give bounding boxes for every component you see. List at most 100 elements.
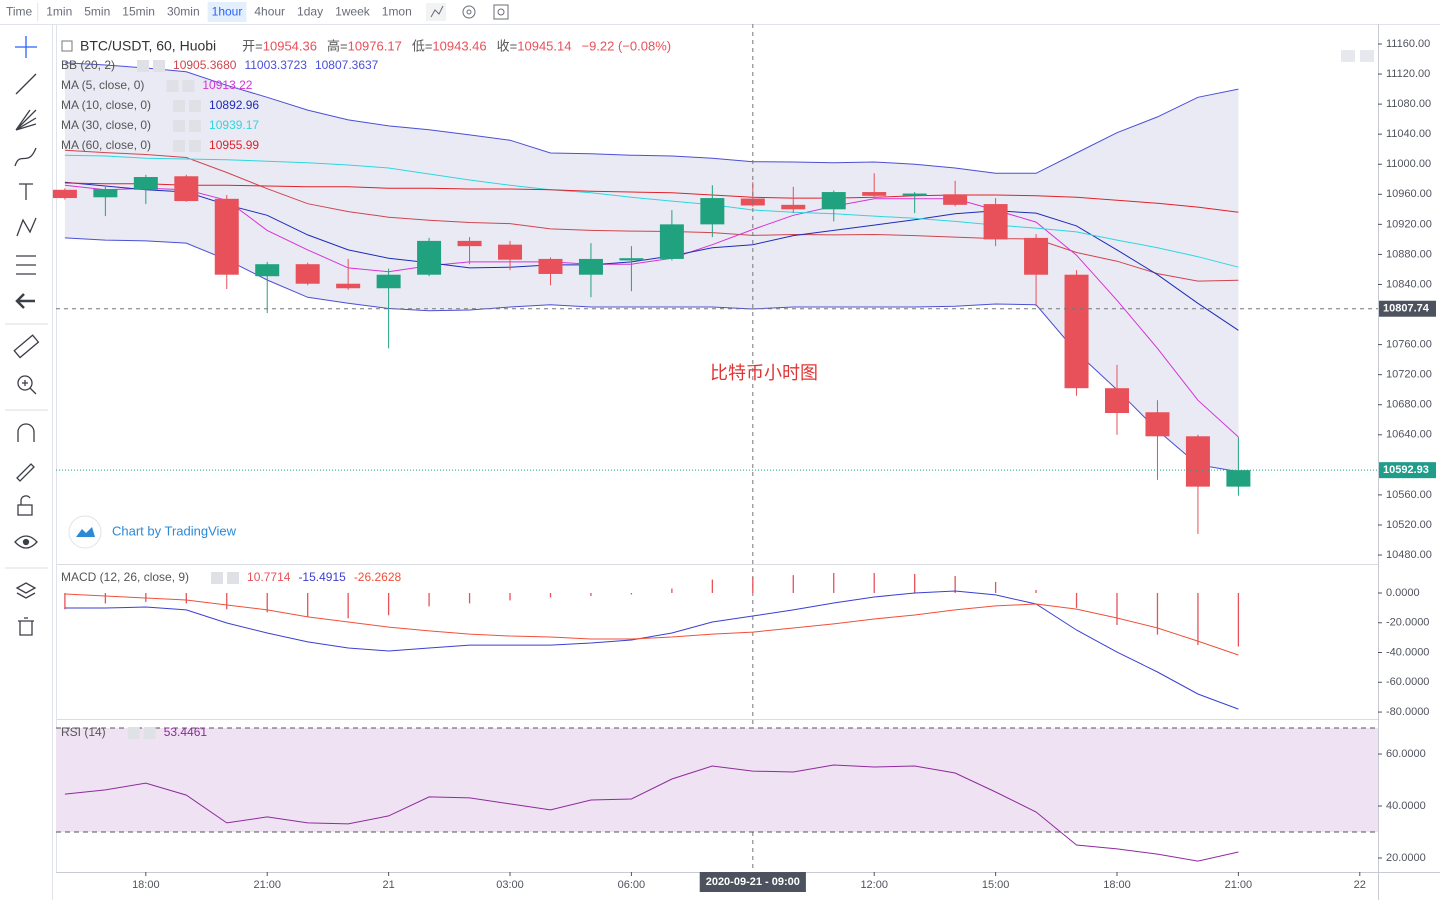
candle-body: [498, 244, 523, 260]
settings-icon[interactable]: [211, 572, 224, 584]
x-tick-label: 21:00: [1225, 879, 1253, 891]
eye-icon: [22, 538, 30, 546]
settings-icon[interactable]: [173, 120, 186, 132]
last-price: 10592.93: [1383, 464, 1429, 476]
screenshot-button[interactable]: [493, 4, 509, 20]
close-icon[interactable]: [153, 60, 166, 72]
crosshair-price: 10807.74: [1383, 303, 1430, 315]
settings-icon[interactable]: [173, 140, 186, 152]
annotation: 比特币小时图: [710, 363, 818, 383]
interval-button[interactable]: 1day: [297, 5, 323, 19]
candle-body: [619, 258, 644, 261]
fib-tool[interactable]: [15, 109, 37, 131]
ohlc-value: 10976.17: [348, 38, 402, 53]
y-tick-label: 11040.00: [1386, 128, 1431, 140]
crosshair-tool[interactable]: [15, 36, 37, 58]
indicator-value: 10807.3637: [315, 58, 379, 72]
x-tick-label: 21:00: [253, 879, 281, 891]
x-tick-label: 06:00: [618, 879, 646, 891]
candle-body: [578, 258, 603, 275]
indicator-value: -15.4915: [298, 570, 346, 584]
text-tool[interactable]: [19, 183, 33, 200]
candle-body: [417, 240, 442, 275]
interval-button[interactable]: 1week: [335, 5, 371, 19]
crosshair-time-bg: [699, 872, 806, 892]
interval-button[interactable]: 30min: [167, 5, 200, 19]
close-icon[interactable]: [143, 727, 156, 739]
candle-body: [659, 224, 684, 259]
prediction-tool[interactable]: [16, 255, 36, 275]
candle-body: [538, 258, 563, 274]
trend-line-tool[interactable]: [15, 73, 37, 95]
lock-icon: [20, 495, 31, 505]
y-tick-label: -20.0000: [1386, 617, 1429, 629]
settings-icon[interactable]: [173, 100, 186, 112]
ruler-tool[interactable]: [13, 334, 40, 359]
candle-body: [862, 192, 887, 196]
candle-body: [1145, 412, 1170, 437]
ohlc-value: 10943.46: [432, 38, 486, 53]
candle-body: [133, 177, 158, 190]
candle-body: [174, 176, 199, 202]
lock-tool[interactable]: [17, 504, 33, 516]
pane-button[interactable]: [1360, 50, 1374, 62]
chart-layer: 11160.00 11120.00 11080.00 11040.00 11000.00…: [52, 24, 1436, 892]
y-tick-label: 10840.00: [1386, 278, 1432, 290]
interval-button[interactable]: 1mon: [382, 5, 412, 19]
candle-body: [700, 198, 725, 225]
interval-button[interactable]: 1min: [46, 5, 72, 19]
indicator-value: -26.2628: [354, 570, 402, 584]
interval-button[interactable]: 1hour: [212, 5, 243, 19]
y-tick-label: 10640.00: [1386, 429, 1432, 441]
ohlc-value: 10954.36: [263, 38, 317, 53]
settings-icon[interactable]: [166, 80, 179, 92]
candle-body: [52, 189, 77, 199]
zoom-tool[interactable]: [17, 375, 33, 391]
ohlc-label: 收=: [497, 38, 518, 53]
back-tool[interactable]: [15, 293, 35, 309]
ohlc-label: 开=: [242, 38, 263, 53]
toolbar-icons[interactable]: [426, 3, 509, 21]
interval-bg: [207, 2, 247, 22]
y-tick-label: 10760.00: [1386, 339, 1432, 351]
y-tick-label: 10680.00: [1386, 399, 1432, 411]
x-tick-label: 18:00: [1103, 879, 1131, 891]
close-icon[interactable]: [189, 140, 202, 152]
candle-body: [457, 240, 482, 247]
candle-body: [821, 192, 846, 210]
candle-body: [902, 193, 927, 196]
close-icon[interactable]: [189, 120, 202, 132]
y-tick-label: 11000.00: [1386, 158, 1431, 170]
indicator-value: 10.7714: [247, 570, 291, 584]
band-upper: [64, 62, 1239, 174]
close-icon[interactable]: [189, 100, 202, 112]
settings-icon[interactable]: [127, 727, 140, 739]
chart-style-button[interactable]: [426, 3, 446, 21]
macd-line: [64, 593, 1239, 656]
object-tree-tool[interactable]: [15, 582, 37, 599]
band-lower: [64, 237, 1239, 473]
magnet-tool[interactable]: [17, 423, 35, 442]
stay-drawing-tool[interactable]: [16, 463, 35, 482]
interval-button[interactable]: 4hour: [254, 5, 285, 19]
interval-button[interactable]: Time: [6, 5, 33, 19]
candle-body: [1104, 388, 1129, 413]
settings-icon[interactable]: [137, 60, 150, 72]
close-icon[interactable]: [182, 80, 195, 92]
pane-button[interactable]: [1341, 50, 1355, 62]
hide-tool[interactable]: [14, 535, 38, 549]
pattern-tool[interactable]: [16, 217, 37, 237]
attribution[interactable]: Chart by TradingView: [112, 523, 237, 538]
interval-button[interactable]: 15min: [122, 5, 155, 19]
candle-body: [214, 198, 239, 275]
symbol: BTC/USDT, 60, Huobi: [80, 38, 216, 54]
settings-button[interactable]: [462, 5, 476, 19]
remove-tool[interactable]: [18, 617, 34, 636]
change: −9.22 (−0.08%): [581, 38, 671, 53]
brush-tool[interactable]: [14, 147, 37, 167]
interval-button[interactable]: 5min: [84, 5, 110, 19]
close-icon[interactable]: [227, 572, 240, 584]
logo-icon: [76, 527, 95, 537]
ohlc-label: 高=: [327, 38, 348, 53]
x-tick-label: 18:00: [132, 879, 160, 891]
